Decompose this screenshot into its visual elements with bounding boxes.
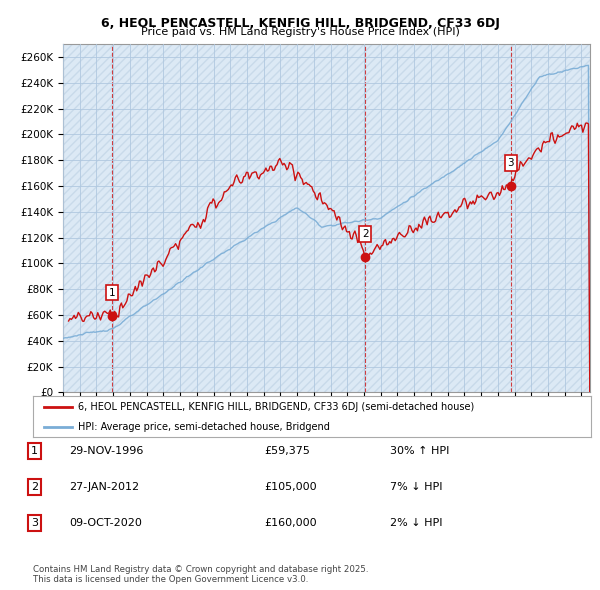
Text: Contains HM Land Registry data © Crown copyright and database right 2025.
This d: Contains HM Land Registry data © Crown c… bbox=[33, 565, 368, 584]
Text: 2: 2 bbox=[31, 482, 38, 491]
Text: 1: 1 bbox=[109, 288, 115, 298]
Text: 30% ↑ HPI: 30% ↑ HPI bbox=[390, 447, 449, 456]
Text: 3: 3 bbox=[508, 158, 514, 168]
Text: 29-NOV-1996: 29-NOV-1996 bbox=[69, 447, 143, 456]
Text: Price paid vs. HM Land Registry's House Price Index (HPI): Price paid vs. HM Land Registry's House … bbox=[140, 27, 460, 37]
Text: HPI: Average price, semi-detached house, Bridgend: HPI: Average price, semi-detached house,… bbox=[77, 422, 329, 431]
Text: 7% ↓ HPI: 7% ↓ HPI bbox=[390, 482, 443, 491]
Text: 2: 2 bbox=[362, 229, 368, 239]
Text: 3: 3 bbox=[31, 519, 38, 528]
Text: £105,000: £105,000 bbox=[264, 482, 317, 491]
Text: £160,000: £160,000 bbox=[264, 519, 317, 528]
Text: 6, HEOL PENCASTELL, KENFIG HILL, BRIDGEND, CF33 6DJ (semi-detached house): 6, HEOL PENCASTELL, KENFIG HILL, BRIDGEN… bbox=[77, 402, 474, 411]
Text: 09-OCT-2020: 09-OCT-2020 bbox=[69, 519, 142, 528]
Text: 2% ↓ HPI: 2% ↓ HPI bbox=[390, 519, 443, 528]
Text: 1: 1 bbox=[31, 447, 38, 456]
Text: 27-JAN-2012: 27-JAN-2012 bbox=[69, 482, 139, 491]
Text: £59,375: £59,375 bbox=[264, 447, 310, 456]
Text: 6, HEOL PENCASTELL, KENFIG HILL, BRIDGEND, CF33 6DJ: 6, HEOL PENCASTELL, KENFIG HILL, BRIDGEN… bbox=[101, 17, 499, 30]
